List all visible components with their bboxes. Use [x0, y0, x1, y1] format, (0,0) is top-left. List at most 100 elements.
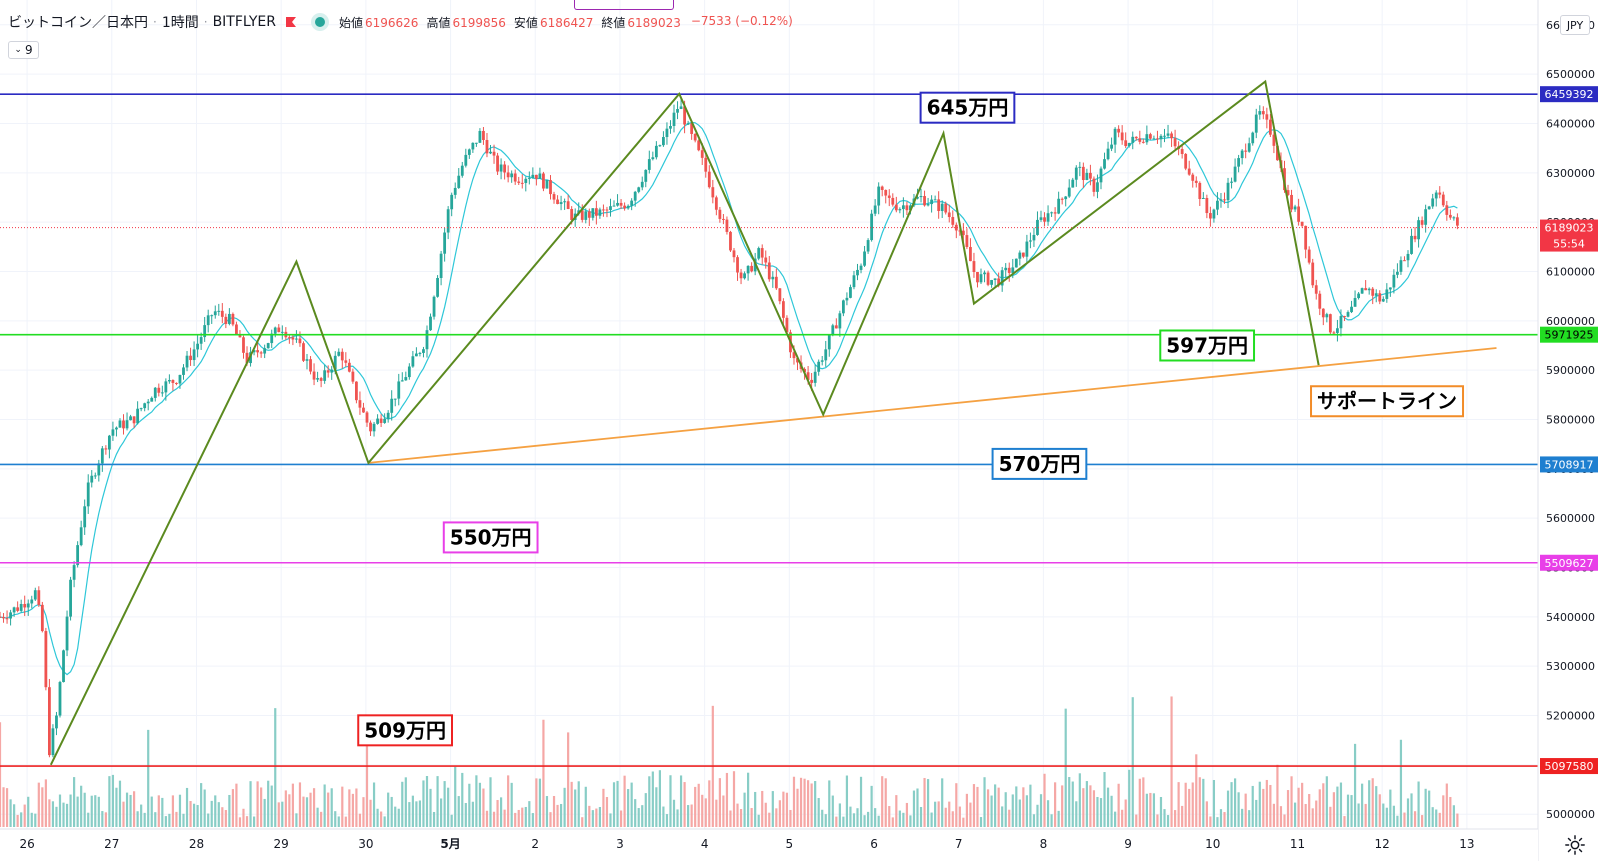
volume-bar	[1036, 804, 1039, 827]
candle	[1156, 130, 1159, 144]
candle-body	[633, 191, 637, 201]
volume-bar	[905, 802, 909, 827]
volume-bar	[965, 793, 968, 827]
volume-bar	[1068, 777, 1071, 827]
candle	[12, 606, 16, 617]
interval-label[interactable]: 1時間	[161, 15, 199, 31]
annotation-box	[991, 447, 1088, 480]
current-price-label	[1540, 219, 1598, 252]
volume-bar	[941, 778, 944, 827]
candle-body	[400, 380, 404, 382]
candle-body	[1025, 241, 1029, 257]
candle-body	[937, 199, 941, 212]
volume-bar	[27, 796, 30, 827]
indicator-collapse-button[interactable]: ⌄ 9	[8, 41, 39, 59]
candle-body	[199, 337, 203, 344]
volume-bar	[514, 812, 517, 827]
candle-body	[125, 420, 129, 429]
volume-bar	[623, 775, 626, 827]
volume-bar	[1392, 805, 1395, 827]
volume-bar	[1329, 806, 1332, 827]
grid	[0, 0, 1538, 829]
candle	[1043, 212, 1046, 227]
candle	[1201, 192, 1205, 200]
volume-bar	[224, 810, 227, 827]
candle	[647, 150, 651, 174]
price-label-box	[1540, 456, 1598, 473]
candle-body	[923, 196, 926, 206]
volume-bar	[69, 794, 72, 827]
candle-body	[1191, 174, 1195, 181]
candle-body	[1085, 172, 1089, 181]
candle	[732, 248, 736, 263]
candle-body	[1096, 182, 1099, 192]
candle-body	[538, 173, 542, 179]
volume-bar	[1188, 788, 1191, 827]
candle	[566, 195, 570, 210]
symbol-name[interactable]: ビットコイン／日本円	[8, 15, 148, 31]
candle-body	[471, 142, 475, 150]
currency-button[interactable]: JPY	[1560, 15, 1590, 35]
gear-icon[interactable]	[1564, 834, 1586, 856]
volume-bar	[1403, 812, 1406, 827]
volume-bar	[1177, 782, 1180, 827]
candle-body	[986, 272, 990, 285]
candle-body	[309, 359, 312, 372]
candle-body	[549, 180, 552, 195]
candle	[386, 410, 390, 423]
volume-bar	[1339, 782, 1343, 827]
price-label-text: 6459392	[1545, 88, 1594, 101]
candle-body	[1438, 192, 1442, 195]
candle-body	[196, 343, 200, 350]
candle	[612, 200, 616, 207]
candle	[1456, 213, 1459, 230]
candle	[1371, 287, 1375, 305]
candle	[718, 206, 722, 223]
candle	[1230, 177, 1233, 189]
candle	[630, 198, 634, 211]
candle-body	[732, 250, 736, 258]
volume-bar	[1039, 794, 1043, 827]
candle-body	[48, 687, 51, 756]
drawing-selection-box[interactable]	[574, 0, 674, 10]
candle-body	[72, 565, 76, 580]
candle	[224, 313, 228, 329]
candle	[746, 265, 750, 281]
volume-bar	[171, 795, 175, 827]
candle-body	[379, 418, 383, 423]
candle	[26, 599, 30, 616]
candle	[1078, 161, 1082, 177]
candle-body	[404, 377, 408, 381]
volume-bar	[1297, 787, 1300, 827]
volume-bar	[277, 802, 280, 827]
candle	[1399, 256, 1403, 275]
candle	[418, 351, 422, 357]
candle	[1247, 137, 1251, 153]
candle-body	[107, 435, 111, 450]
candle-body	[305, 359, 309, 361]
volume-bar	[425, 776, 429, 827]
candle-body	[1456, 217, 1459, 226]
red-flag-icon[interactable]	[285, 16, 297, 28]
candle	[227, 308, 231, 326]
candle	[309, 356, 312, 375]
candle-body	[206, 315, 210, 326]
volume-bar	[87, 812, 90, 827]
candle-body	[1276, 145, 1279, 161]
volume-bar	[341, 786, 344, 827]
candle	[1353, 290, 1357, 307]
candle-body	[450, 194, 454, 210]
volume-bar	[41, 787, 44, 827]
volume-bar	[1301, 782, 1304, 827]
volume-bar	[602, 788, 605, 827]
volume-bar	[1431, 807, 1434, 827]
volume-bar	[196, 805, 199, 827]
candle	[1081, 162, 1085, 188]
candle-body	[157, 387, 161, 393]
volume-bar	[676, 809, 679, 827]
volume-bar	[552, 795, 556, 827]
candle	[1307, 246, 1311, 265]
volume-bar	[443, 781, 446, 827]
